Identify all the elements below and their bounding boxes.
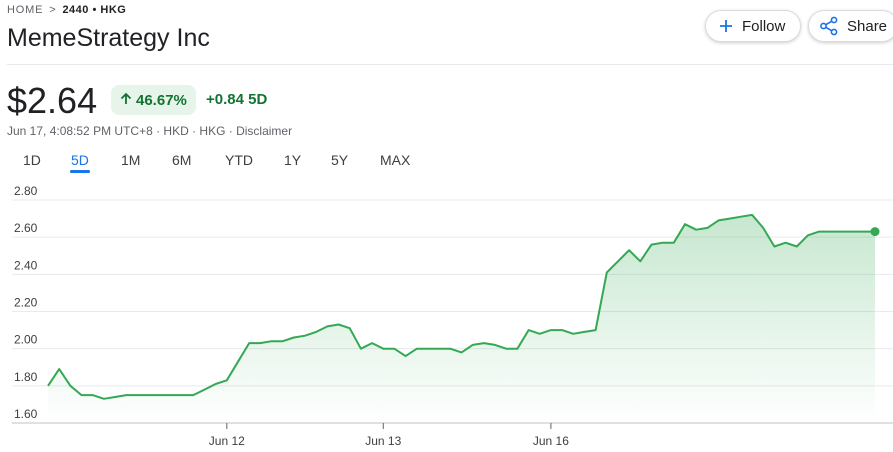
share-button[interactable]: Share xyxy=(808,10,893,42)
price-area-fill xyxy=(48,214,875,423)
tab-6m[interactable]: 6M xyxy=(172,152,192,168)
follow-label: Follow xyxy=(742,17,786,35)
x-tick-label: Jun 12 xyxy=(209,434,245,448)
tab-1y[interactable]: 1Y xyxy=(284,152,302,168)
y-tick-label: 1.60 xyxy=(14,407,38,421)
percent-change-badge: 46.67% xyxy=(111,85,196,115)
x-tick-label: Jun 13 xyxy=(365,434,401,448)
tab-1d[interactable]: 1D xyxy=(23,152,41,168)
y-tick-label: 2.60 xyxy=(14,221,38,235)
y-tick-label: 2.00 xyxy=(14,333,38,347)
current-price: $2.64 xyxy=(7,80,98,121)
tab-1m[interactable]: 1M xyxy=(121,152,141,168)
follow-button[interactable]: Follow xyxy=(705,10,801,42)
page-title: MemeStrategy Inc xyxy=(7,24,210,52)
tab-max[interactable]: MAX xyxy=(380,152,411,168)
breadcrumb-home-link[interactable]: HOME xyxy=(7,4,44,16)
quote-meta: Jun 17, 4:08:52 PM UTC+8 · HKD · HKG · D… xyxy=(7,124,293,138)
percent-change-value: 46.67% xyxy=(136,91,187,109)
plus-icon xyxy=(718,18,734,34)
share-label: Share xyxy=(847,17,888,35)
tab-ytd[interactable]: YTD xyxy=(225,152,253,168)
share-icon xyxy=(819,16,839,36)
breadcrumb-ticker: 2440 • HKG xyxy=(62,4,127,16)
x-tick-label: Jun 16 xyxy=(533,434,569,448)
price-chart[interactable]: 2.80 2.60 2.40 2.20 2.00 1.80 1.60 Jun 12 Jun 1… xyxy=(0,185,893,452)
absolute-change: +0.84 5D xyxy=(206,91,268,108)
breadcrumb: HOME > 2440 • HKG xyxy=(7,4,126,16)
header-divider xyxy=(7,64,893,65)
last-price-dot xyxy=(870,227,880,237)
y-tick-label: 2.20 xyxy=(14,296,38,310)
y-tick-label: 2.80 xyxy=(14,185,38,198)
price-line xyxy=(47,213,875,400)
tab-5y[interactable]: 5Y xyxy=(331,152,349,168)
tab-5d[interactable]: 5D xyxy=(70,152,90,173)
arrow-up-icon xyxy=(120,92,132,108)
y-tick-label: 1.80 xyxy=(14,370,38,384)
y-tick-label: 2.40 xyxy=(14,258,38,272)
chevron-right-icon: > xyxy=(49,4,57,16)
